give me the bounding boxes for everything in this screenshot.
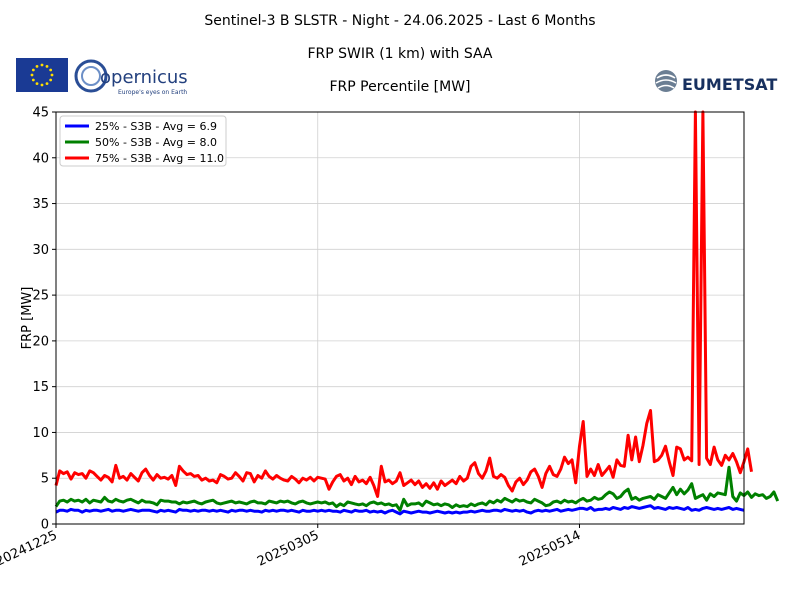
legend-entry: 50% - S3B - Avg = 8.0 — [95, 136, 217, 149]
y-tick-label: 35 — [32, 197, 49, 212]
y-tick-label: 40 — [32, 151, 49, 166]
y-tick-label: 20 — [32, 334, 49, 349]
y-tick-label: 5 — [41, 472, 49, 487]
copernicus-tagline: Europe's eyes on Earth — [118, 89, 187, 96]
y-axis-label: FRP [MW] — [20, 287, 35, 350]
series-line-p25 — [55, 504, 745, 516]
chart-title: Sentinel-3 B SLSTR - Night - 24.06.2025 … — [204, 13, 596, 29]
series-lines — [54, 110, 780, 516]
copernicus-logo: opernicus Europe's eyes on Earth — [74, 59, 188, 96]
grid — [56, 112, 744, 524]
x-tick-label: 20241225 — [0, 528, 60, 570]
series-line-p75 — [54, 110, 753, 498]
legend-entry: 75% - S3B - Avg = 11.0 — [95, 152, 224, 165]
chart-subtitle: FRP SWIR (1 km) with SAA — [307, 46, 493, 62]
y-tick-label: 30 — [32, 243, 49, 258]
eumetsat-wordmark: EUMETSAT — [682, 75, 777, 94]
y-tick-label: 45 — [32, 106, 49, 121]
y-tick-label: 0 — [41, 518, 49, 533]
x-tick-label: 20250305 — [255, 528, 321, 570]
legend-entry: 25% - S3B - Avg = 6.9 — [95, 120, 217, 133]
legend-box — [59, 115, 227, 167]
legend: 25% - S3B - Avg = 6.9 50% - S3B - Avg = 8… — [59, 115, 227, 167]
y-tick-label: 10 — [32, 426, 49, 441]
x-tick-label: 20250514 — [517, 528, 583, 570]
y-tick-label: 25 — [32, 289, 49, 304]
series-line-p50 — [54, 465, 780, 512]
chart-subtitle-percentile: FRP Percentile [MW] — [329, 79, 471, 95]
eu-flag-logo — [16, 58, 68, 92]
copernicus-wordmark: opernicus — [100, 67, 188, 88]
y-tick-label: 15 — [32, 380, 49, 395]
plot-frame — [55, 111, 745, 525]
eumetsat-logo: EUMETSAT — [655, 70, 777, 94]
